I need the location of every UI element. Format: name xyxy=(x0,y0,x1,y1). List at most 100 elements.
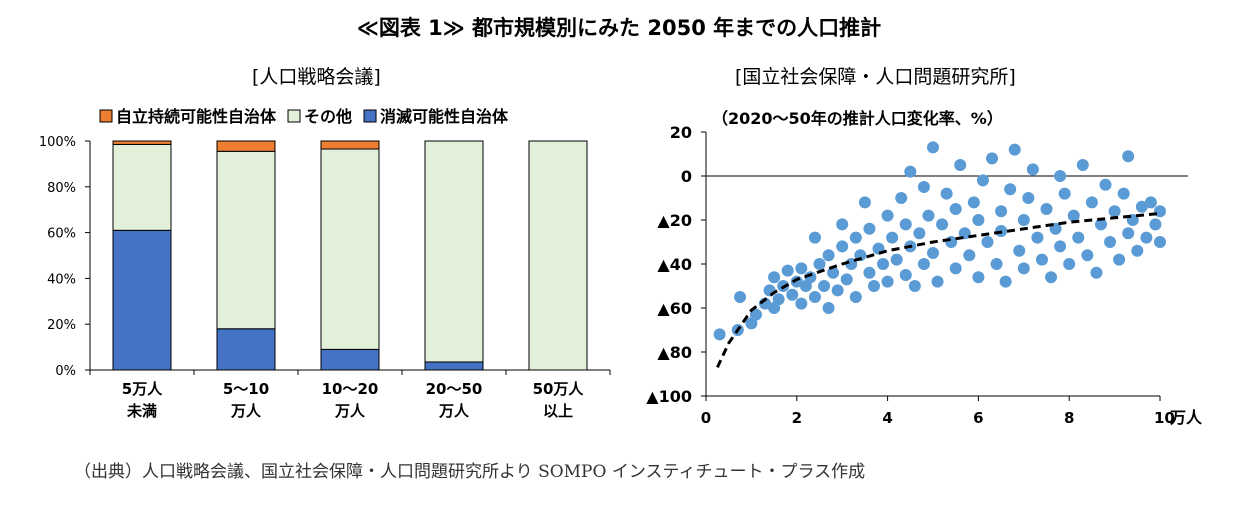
scatter-point xyxy=(813,258,826,270)
scatter-point xyxy=(836,218,849,231)
bar-category-label: 万人 xyxy=(230,402,262,420)
scatter-point xyxy=(818,280,831,292)
scatter-point xyxy=(976,174,989,187)
scatter-point xyxy=(768,302,781,314)
bar-category-label: 以上 xyxy=(543,402,573,420)
scatter-point xyxy=(1054,240,1067,253)
left-chart-subtitle: [人口戦略会議] xyxy=(252,66,381,88)
scatter-point xyxy=(768,271,781,284)
scatter-point xyxy=(1076,159,1089,171)
bar-legend-label: 消滅可能性自治体 xyxy=(380,107,509,126)
scatter-point xyxy=(745,317,758,330)
right-chart-subtitle: [国立社会保障・人口問題研究所] xyxy=(735,66,1016,88)
bar-legend-label: その他 xyxy=(304,107,352,126)
scatter-point xyxy=(922,209,935,222)
scatter-point xyxy=(858,196,871,209)
bar-y-tick-label: 40% xyxy=(47,272,76,287)
scatter-point xyxy=(1140,231,1153,244)
scatter-point xyxy=(936,218,949,231)
scatter-point xyxy=(795,262,808,275)
source-note: （出典）人口戦略会議、国立社会保障・人口問題研究所より SOMPO インスティチ… xyxy=(74,462,866,482)
scatter-point xyxy=(863,222,876,235)
bar-legend-swatch xyxy=(99,109,113,123)
scatter-point xyxy=(908,280,921,292)
scatter-x-tick-label: 2 xyxy=(792,409,802,427)
scatter-point xyxy=(781,264,794,277)
bar-y-tick-label: 100% xyxy=(39,135,76,150)
scatter-point xyxy=(986,152,999,165)
scatter-y-tick-label: ▲80 xyxy=(657,343,692,362)
scatter-point xyxy=(1054,170,1067,182)
scatter-point xyxy=(1104,236,1117,248)
scatter-point xyxy=(1072,231,1085,244)
bar-segment xyxy=(112,143,172,231)
bar-segment xyxy=(320,148,380,350)
scatter-x-tick-label: 4 xyxy=(882,409,892,427)
scatter-point xyxy=(999,275,1012,288)
bar-legend-swatch xyxy=(363,109,377,123)
scatter-point xyxy=(958,227,971,240)
scatter-point xyxy=(827,266,840,279)
scatter-x-tick-label: 0 xyxy=(701,409,711,427)
scatter-point xyxy=(749,308,762,321)
scatter-point xyxy=(1149,218,1162,231)
scatter-point xyxy=(808,231,821,244)
scatter-point xyxy=(949,262,962,275)
scatter-point xyxy=(899,218,912,231)
bar-y-tick-label: 80% xyxy=(47,181,76,196)
bar-segment xyxy=(216,150,276,330)
scatter-point xyxy=(1058,187,1071,200)
scatter-point xyxy=(1122,150,1135,163)
scatter-point xyxy=(867,280,880,292)
scatter-y-tick-label: 0 xyxy=(681,167,692,186)
scatter-point xyxy=(836,240,849,253)
scatter-point xyxy=(877,258,890,270)
scatter-point xyxy=(1022,192,1035,204)
scatter-point xyxy=(886,231,899,244)
scatter-point xyxy=(945,236,958,248)
scatter-y-tick-label: ▲100 xyxy=(646,387,692,406)
scatter-x-axis-label: 万人 xyxy=(1169,408,1203,427)
scatter-point xyxy=(990,258,1003,270)
scatter-point xyxy=(1108,205,1121,218)
scatter-point xyxy=(1122,227,1135,240)
bar-category-label: 万人 xyxy=(438,402,470,420)
scatter-point xyxy=(890,253,903,266)
scatter-point xyxy=(1113,253,1126,266)
scatter-point xyxy=(822,302,835,314)
scatter-trend-line xyxy=(716,211,1161,369)
scatter-annotation: （2020～50年の推計人口変化率、%） xyxy=(712,109,1003,128)
scatter-point xyxy=(913,227,926,240)
bar-y-tick-label: 60% xyxy=(47,227,76,242)
bar-segment xyxy=(216,140,276,152)
scatter-x-tick-label: 6 xyxy=(973,409,983,427)
scatter-point xyxy=(917,181,930,193)
scatter-point xyxy=(981,236,994,248)
bar-category-label: 50万人 xyxy=(533,380,585,398)
scatter-y-tick-label: ▲20 xyxy=(657,211,692,230)
scatter-point xyxy=(1099,178,1112,191)
figure-title: ≪図表 1≫ 都市規模別にみた 2050 年までの人口推計 xyxy=(356,16,882,40)
bar-category-label: 5～10 xyxy=(223,380,269,398)
scatter-point xyxy=(927,247,939,259)
bar-y-tick-label: 20% xyxy=(47,318,76,333)
scatter-point xyxy=(1045,271,1058,284)
scatter-point xyxy=(1004,183,1017,196)
scatter-point xyxy=(995,205,1008,218)
scatter-point xyxy=(1013,244,1026,257)
scatter-point xyxy=(940,187,953,200)
scatter-point xyxy=(931,275,944,288)
scatter-point xyxy=(967,196,980,209)
scatter-y-tick-label: ▲40 xyxy=(657,255,692,274)
scatter-point xyxy=(1017,262,1030,275)
scatter-point xyxy=(917,258,930,270)
scatter-point xyxy=(895,192,908,204)
bar-category-label: 未満 xyxy=(126,402,157,420)
bar-category-label: 20～50 xyxy=(426,380,483,398)
scatter-point xyxy=(972,271,985,284)
scatter-y-tick-label: ▲60 xyxy=(657,299,692,318)
scatter-point xyxy=(772,293,785,306)
scatter-point xyxy=(734,291,747,303)
